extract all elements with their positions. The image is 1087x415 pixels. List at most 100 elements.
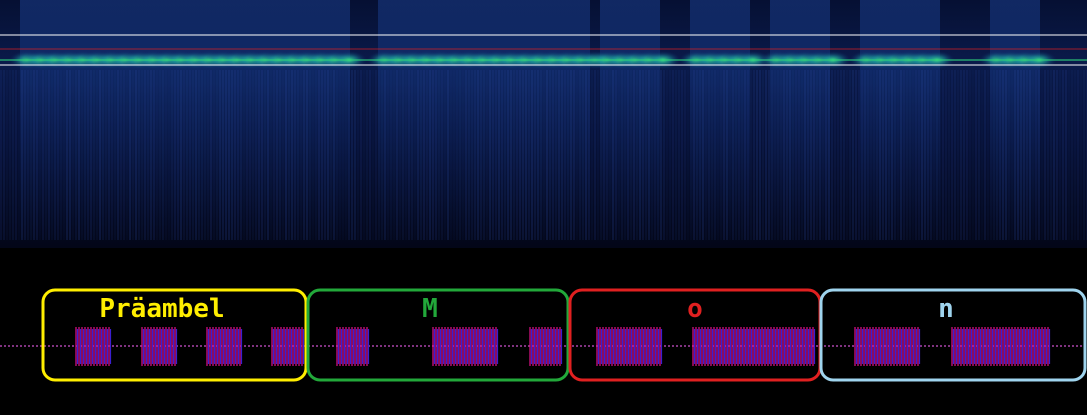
noise-streak [318,70,320,240]
noise-streak [591,70,593,240]
noise-streak [252,70,254,240]
noise-streak [264,70,266,240]
noise-streak [453,70,455,240]
noise-streak [999,70,1001,240]
noise-streak [1008,70,1010,240]
noise-streak [585,70,587,240]
noise-streak [198,70,200,240]
noise-streak [117,70,119,240]
noise-streak [1032,70,1034,240]
noise-streak [135,70,137,240]
noise-streak [36,70,38,240]
noise-streak [330,70,332,240]
noise-streak [300,70,302,240]
noise-streak [270,70,272,240]
noise-streak [870,70,872,240]
noise-streak [396,70,398,240]
noise-streak [810,70,812,240]
noise-streak [579,70,581,240]
noise-streak [123,70,125,240]
noise-streak [168,70,170,240]
segment-box [41,288,308,382]
noise-streak [9,70,11,240]
noise-streak [228,70,230,240]
noise-streak [660,70,662,240]
noise-streak [738,70,740,240]
noise-streak [663,70,665,240]
noise-streak [477,70,479,240]
noise-streak [567,70,569,240]
noise-streak [60,70,62,240]
noise-streak [45,70,47,240]
noise-streak [1026,70,1028,240]
noise-streak [1068,70,1070,240]
segment-4: n [819,288,1087,382]
energy-column [990,0,1040,240]
noise-streak [1077,70,1079,240]
noise-streak [849,70,851,240]
noise-streak [174,70,176,240]
noise-streak [876,70,878,240]
noise-streak [255,70,257,240]
noise-streak [714,70,716,240]
noise-streak [216,70,218,240]
noise-streak [345,70,347,240]
noise-streak [432,70,434,240]
noise-streak [750,70,752,240]
noise-streak [321,70,323,240]
noise-streak [105,70,107,240]
noise-streak [759,70,761,240]
noise-streak [276,70,278,240]
burst [75,327,112,366]
noise-streak [33,70,35,240]
noise-streak [207,70,209,240]
noise-streak [489,70,491,240]
noise-streak [108,70,110,240]
noise-streak [813,70,815,240]
noise-streak [687,70,689,240]
energy-column [770,0,830,240]
noise-streak [975,70,977,240]
noise-streak [435,70,437,240]
noise-streak [531,70,533,240]
noise-streak [903,70,905,240]
noise-streak [402,70,404,240]
noise-streak [951,70,953,240]
noise-streak [897,70,899,240]
noise-streak [297,70,299,240]
noise-streak [555,70,557,240]
noise-streak [1014,70,1016,240]
noise-streak [93,70,95,240]
noise-streak [204,70,206,240]
noise-streak [609,70,611,240]
noise-streak [672,70,674,240]
noise-streak [51,70,53,240]
noise-streak [831,70,833,240]
noise-streak [357,70,359,240]
noise-streak [156,70,158,240]
noise-streak [234,70,236,240]
segment-label: n [938,294,954,324]
noise-streak [309,70,311,240]
noise-streak [159,70,161,240]
noise-streak [843,70,845,240]
noise-streak [954,70,956,240]
segment-box [306,288,570,382]
noise-streak [387,70,389,240]
noise-streak [744,70,746,240]
noise-streak [1044,70,1046,240]
spectrogram-signal-trace [0,51,1087,69]
noise-streak [426,70,428,240]
noise-streak [717,70,719,240]
noise-streak [651,70,653,240]
energy-column [860,0,940,240]
noise-streak [1056,70,1058,240]
energy-column [600,0,660,240]
burst [596,327,663,366]
noise-streak [735,70,737,240]
noise-streak [804,70,806,240]
noise-streak [783,70,785,240]
noise-streak [633,70,635,240]
